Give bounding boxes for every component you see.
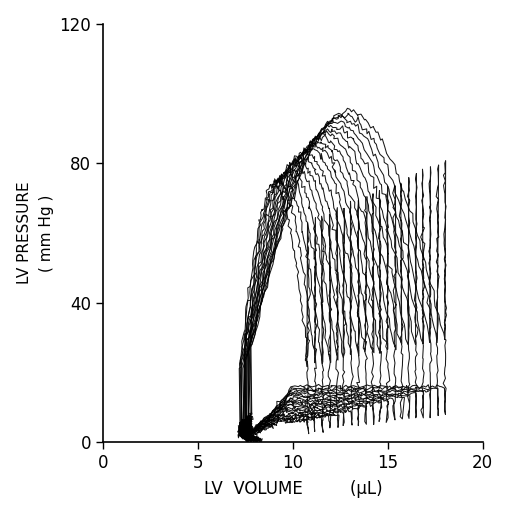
Y-axis label: LV PRESSURE
( mm Hg ): LV PRESSURE ( mm Hg )	[17, 182, 54, 284]
X-axis label: LV  VOLUME         (μL): LV VOLUME (μL)	[203, 480, 381, 499]
